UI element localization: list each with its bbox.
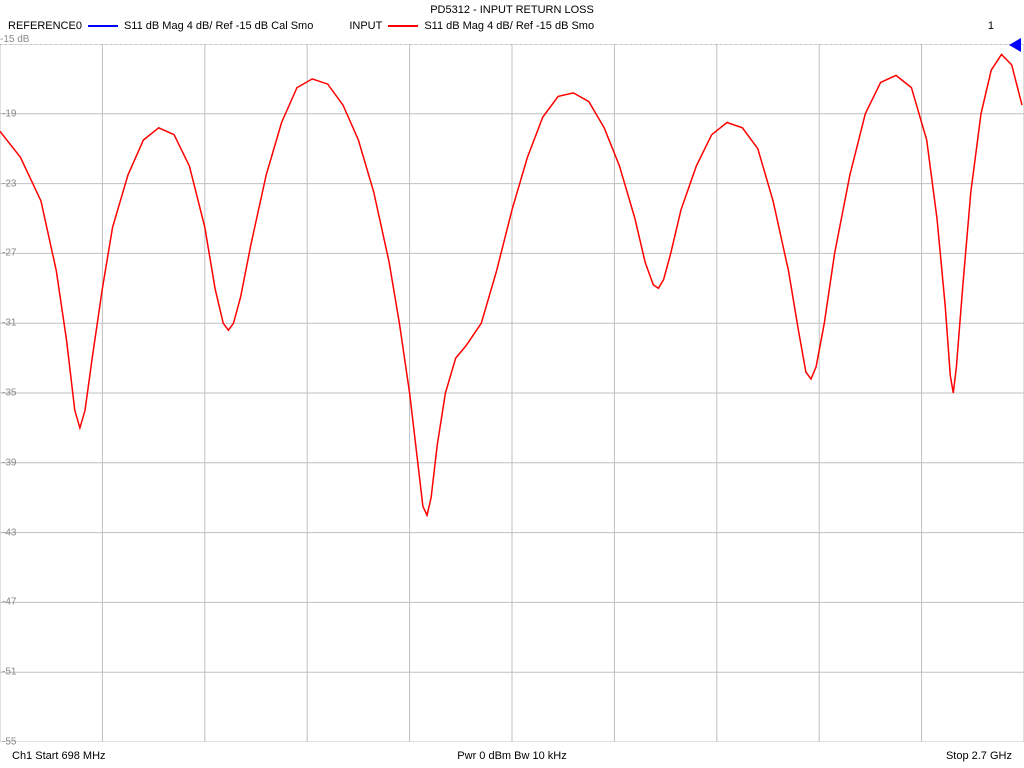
y-tick-label: -47 <box>2 597 16 608</box>
chart-svg <box>0 44 1024 742</box>
legend-trace2-swatch <box>388 25 418 27</box>
chart-title: PD5312 - INPUT RETURN LOSS <box>0 4 1024 16</box>
y-tick-label: -27 <box>2 248 16 259</box>
y-tick-label: -31 <box>2 318 16 329</box>
footer-center: Pwr 0 dBm Bw 10 kHz <box>457 750 566 762</box>
legend-trace2-text: S11 dB Mag 4 dB/ Ref -15 dB Smo <box>424 20 594 32</box>
y-tick-label: -51 <box>2 667 16 678</box>
legend: REFERENCE0 S11 dB Mag 4 dB/ Ref -15 dB C… <box>8 20 594 32</box>
marker-triangle-blue-icon <box>1009 38 1021 52</box>
legend-trace1-text: S11 dB Mag 4 dB/ Ref -15 dB Cal Smo <box>124 20 313 32</box>
y-tick-label: -39 <box>2 457 16 468</box>
footer-start: Ch1 Start 698 MHz <box>12 750 106 762</box>
y-tick-label: -43 <box>2 527 16 538</box>
chart-area: -19-23-27-31-35-39-43-47-51-55 <box>0 44 1024 742</box>
footer: Ch1 Start 698 MHz Pwr 0 dBm Bw 10 kHz St… <box>0 750 1024 762</box>
footer-stop: Stop 2.7 GHz <box>946 750 1012 762</box>
y-tick-label: -23 <box>2 178 16 189</box>
legend-trace2-label: INPUT <box>349 20 382 32</box>
y-tick-label: -19 <box>2 108 16 119</box>
marker-number: 1 <box>988 20 994 32</box>
y-tick-label: -55 <box>2 737 16 748</box>
y-tick-label: -35 <box>2 388 16 399</box>
legend-trace1-swatch <box>88 25 118 27</box>
legend-trace1-label: REFERENCE0 <box>8 20 82 32</box>
